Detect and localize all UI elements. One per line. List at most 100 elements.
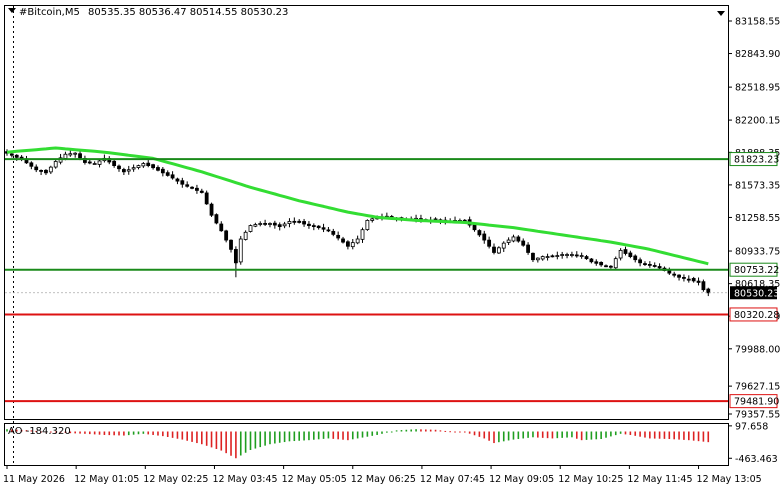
- ao-pane-frame: [4, 423, 729, 466]
- ao-bar: [678, 431, 680, 440]
- triangle-down-icon[interactable]: [8, 8, 16, 13]
- ao-bar: [537, 431, 539, 438]
- ao-bar: [493, 431, 495, 444]
- candle-body: [350, 242, 355, 248]
- ao-bar: [50, 431, 52, 433]
- candle-body: [686, 278, 691, 281]
- ao-bar: [351, 431, 354, 440]
- ao-bar: [259, 431, 262, 448]
- ao-bar: [54, 431, 57, 433]
- ao-bar: [644, 431, 646, 438]
- moving-average: [6, 146, 709, 266]
- ao-bar: [649, 431, 651, 439]
- level-label-box: [729, 307, 778, 322]
- candle-body: [233, 249, 238, 264]
- ao-histogram: [6, 429, 710, 459]
- candle-body: [131, 167, 136, 170]
- candle-body: [477, 230, 482, 236]
- candle-body: [229, 239, 233, 250]
- ao-tick-label: -463.463: [735, 454, 778, 465]
- ao-bar: [400, 430, 403, 432]
- candle-body: [628, 252, 633, 257]
- candles: [5, 149, 711, 297]
- ao-bar: [692, 431, 695, 441]
- candle-body: [555, 255, 560, 257]
- time-tick-label: 12 May 09:05: [489, 474, 554, 485]
- ao-bar: [551, 431, 554, 439]
- candle-body: [9, 153, 14, 156]
- ao-bar: [634, 431, 637, 436]
- ao-bar: [702, 431, 705, 442]
- ao-bar: [561, 431, 563, 438]
- price-tick-label: 82843.90: [735, 49, 780, 60]
- ao-bar: [186, 431, 188, 441]
- candle-body: [34, 166, 39, 171]
- ao-bar: [308, 431, 310, 441]
- ao-bar: [93, 431, 96, 435]
- ao-bar: [288, 431, 291, 442]
- candle-body: [204, 192, 209, 205]
- ao-bar: [20, 429, 23, 432]
- ao-bar: [707, 431, 710, 443]
- ao-bar: [74, 431, 76, 434]
- ao-bar: [566, 431, 568, 438]
- current-price-label: 80530.23: [734, 288, 779, 299]
- ao-bar: [176, 431, 179, 439]
- ao-bar: [35, 430, 38, 432]
- ao-bar: [88, 431, 91, 435]
- candle-body: [613, 258, 618, 269]
- ao-bar: [322, 431, 325, 439]
- ao-bar: [571, 431, 573, 438]
- ao-bar: [546, 431, 549, 439]
- ao-bar: [361, 431, 364, 438]
- ao-bar: [215, 431, 218, 449]
- candle-body: [574, 254, 579, 257]
- candle-body: [647, 263, 652, 266]
- candle-body: [224, 230, 229, 241]
- ao-bar: [6, 429, 8, 432]
- ao-bar: [425, 429, 427, 432]
- candle-body: [336, 234, 341, 239]
- candle-body: [677, 274, 681, 278]
- candle-body: [292, 220, 297, 223]
- ao-bar: [507, 431, 510, 441]
- ao-bar: [45, 431, 47, 433]
- ao-bar: [658, 431, 661, 439]
- candle-body: [521, 240, 526, 246]
- ao-bar: [98, 431, 101, 435]
- candle-body: [165, 172, 170, 176]
- candle-body: [14, 154, 19, 158]
- ao-label: AO -184.320: [8, 426, 71, 437]
- candle-body: [146, 162, 151, 167]
- candle-body: [657, 266, 662, 269]
- ao-bar: [390, 431, 393, 433]
- ao-bar: [478, 431, 481, 437]
- candle-body: [199, 190, 204, 193]
- candle-body: [121, 169, 126, 173]
- candle-body: [633, 255, 638, 261]
- ao-bar: [342, 431, 344, 440]
- ao-bar: [337, 431, 339, 440]
- ma-line: [6, 146, 709, 266]
- candle-body: [29, 162, 34, 167]
- candle-body: [487, 239, 492, 247]
- ao-bar: [59, 431, 62, 433]
- price-tick-label: 82518.95: [735, 83, 780, 94]
- ao-bar: [356, 431, 359, 439]
- ao-bar: [244, 431, 247, 453]
- candle-body: [73, 152, 78, 155]
- ao-bar: [580, 431, 583, 441]
- candle-body: [243, 231, 248, 240]
- price-tick-label: 79988.00: [735, 344, 780, 355]
- candle-body: [248, 225, 253, 232]
- ao-bar: [688, 431, 690, 441]
- ao-bar: [274, 431, 276, 444]
- time-tick-label: 11 May 2026: [3, 474, 65, 485]
- candle-body: [97, 160, 102, 165]
- candle-body: [492, 246, 496, 253]
- ao-bar: [395, 430, 398, 432]
- level-label-box: [729, 152, 778, 167]
- ao-bar: [381, 431, 383, 434]
- triangle-down-icon[interactable]: [717, 11, 725, 16]
- ao-bar: [600, 431, 602, 440]
